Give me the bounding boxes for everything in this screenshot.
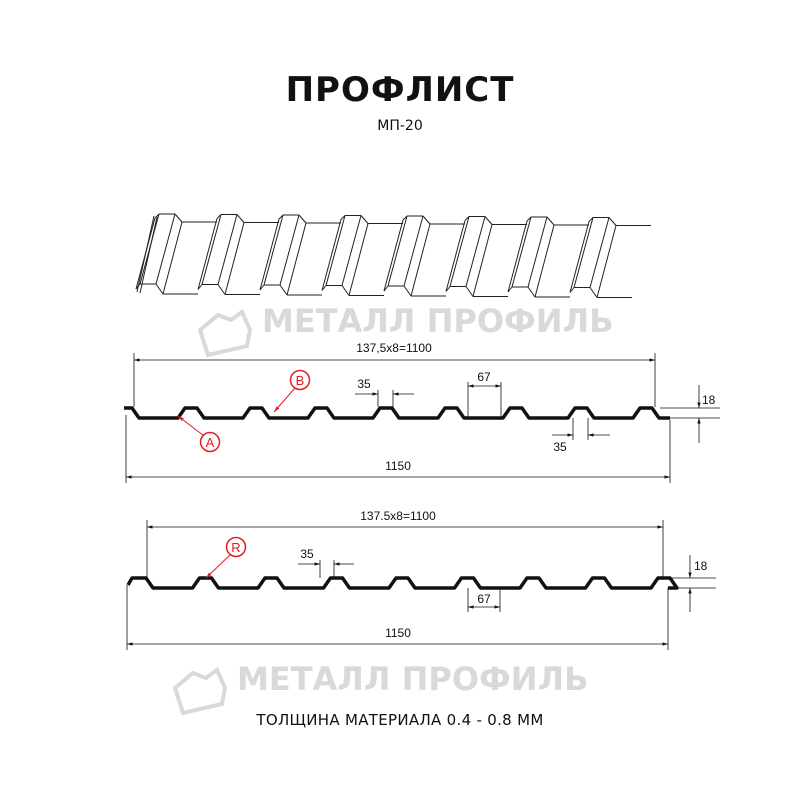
sheet-edge (449, 216, 470, 287)
rib-bottom-label-a: 35 (553, 440, 567, 454)
sheet-edge (217, 214, 238, 285)
sheet-edge (139, 213, 160, 285)
sheet-edge (135, 283, 141, 290)
watermark-text: МЕТАЛЛ ПРОФИЛЬ (237, 660, 589, 698)
height-label-r: 18 (694, 559, 708, 573)
sheet-edge (410, 223, 431, 297)
sheet-edge (403, 215, 424, 287)
sheet-edge (546, 216, 555, 226)
profile-r-dimensions (126, 520, 716, 650)
sheet-edge (162, 221, 183, 295)
sheet-edge (155, 213, 176, 285)
sheet-edge (422, 215, 431, 225)
watermark-text: МЕТАЛЛ ПРОФИЛЬ (262, 302, 614, 340)
model-subtitle: МП-20 (377, 118, 423, 134)
sheet-edge (155, 283, 164, 295)
sheet-edge (286, 222, 307, 296)
sheet-edge (341, 215, 362, 286)
sheet-edge (511, 216, 532, 288)
marker-b: B (273, 369, 311, 413)
sheet-edge (569, 221, 590, 293)
sheet-edge (589, 217, 610, 288)
sheet-edge (259, 284, 265, 291)
sheet-edge (360, 215, 369, 224)
sheet-edge (527, 216, 548, 288)
sheet-edge (174, 213, 183, 223)
sheet-edge (589, 287, 598, 298)
sheet-edge (534, 224, 555, 298)
sheet-edge (341, 285, 350, 296)
sheet-edge (217, 284, 226, 295)
marker-a: A (177, 415, 221, 453)
sheet-3d-view (135, 213, 651, 298)
width-label-r: 1150 (385, 626, 411, 640)
sheet-edge (608, 217, 617, 226)
sheet-edge (321, 219, 342, 291)
sheet-edge (279, 284, 288, 296)
sheet-edge (201, 214, 222, 285)
pitch-label-a: 137,5x8=1100 (356, 341, 432, 355)
sheet-edge (445, 220, 466, 292)
sheet-edge (236, 214, 245, 223)
profile-r-section (126, 576, 679, 590)
sheet-edge (259, 218, 280, 291)
sheet-edge (507, 286, 513, 293)
marker-r-label: R (231, 540, 240, 555)
sheet-edge (465, 216, 486, 287)
sheet-edge (298, 214, 307, 224)
material-thickness-note: ТОЛЩИНА МАТЕРИАЛА 0.4 - 0.8 ММ (256, 711, 544, 729)
sheet-edge (135, 217, 156, 290)
watermark-1: МЕТАЛЛ ПРОФИЛЬ (197, 302, 614, 358)
width-label-a: 1150 (385, 459, 411, 473)
trough-label-a: 67 (477, 370, 491, 384)
sheet-edge (197, 284, 203, 290)
sheet-edge (445, 286, 451, 292)
sheet-edge (472, 224, 493, 297)
sheet-edge (383, 285, 389, 292)
sheet-edge (139, 216, 158, 294)
sheet-edge (263, 214, 284, 286)
sheet-edge (484, 216, 493, 225)
sheet-edge (325, 215, 346, 286)
sheet-edge (387, 215, 408, 287)
sheet-edge (596, 225, 617, 298)
sheet-edge (527, 286, 536, 298)
profile-a-section (124, 406, 670, 420)
sheet-edge (569, 287, 575, 293)
sheet-edge (507, 220, 528, 293)
sheet-edge (279, 214, 300, 286)
marker-b-label: B (296, 373, 305, 388)
sheet-edge (224, 222, 245, 295)
trough-label-r: 67 (477, 592, 491, 606)
sheet-edge (197, 218, 218, 290)
sheet-edge (321, 285, 327, 291)
marker-r: R (205, 536, 247, 579)
sheet-edge (348, 223, 369, 296)
profile-a-dimensions (125, 353, 720, 483)
sheet-edge (465, 286, 474, 297)
sheet-edge (403, 285, 412, 297)
height-label-a: 18 (702, 393, 716, 407)
rib-top-label-a: 35 (357, 377, 371, 391)
sheet-edge (573, 217, 594, 288)
watermark-2: МЕТАЛЛ ПРОФИЛЬ (172, 660, 589, 716)
rib-top-label-r: 35 (300, 547, 314, 561)
marker-a-label: A (206, 435, 215, 450)
pitch-label-r: 137.5x8=1100 (360, 509, 436, 523)
sheet-edge (383, 219, 404, 292)
page-title: ПРОФЛИСТ (285, 70, 515, 110)
